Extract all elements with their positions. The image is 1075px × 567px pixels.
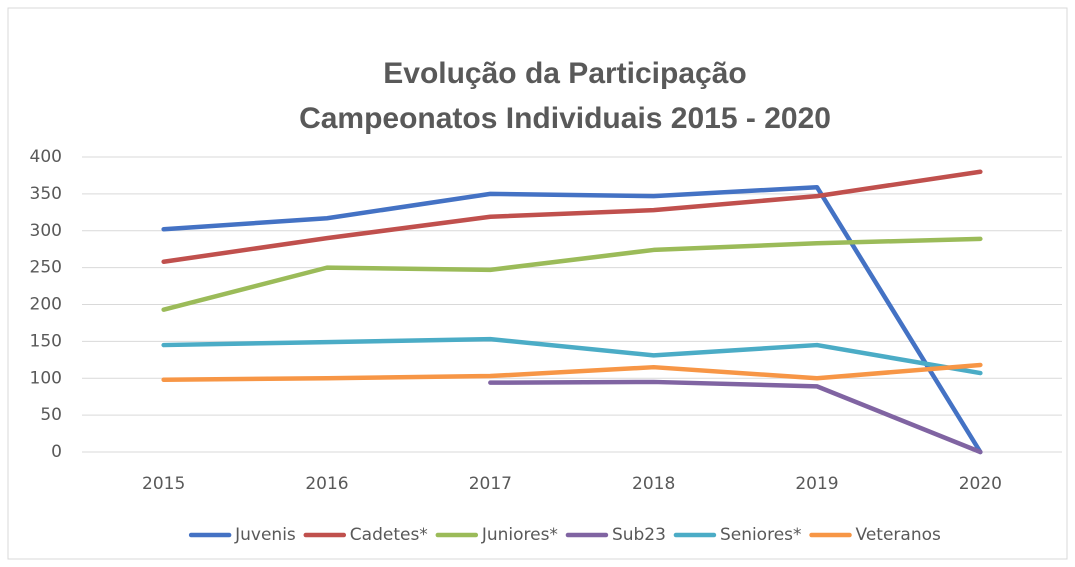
chart-title: Campeonatos Individuais 2015 - 2020 bbox=[299, 102, 831, 135]
legend-label: Juniores* bbox=[481, 525, 558, 545]
series-line bbox=[161, 169, 983, 264]
x-tick-label: 2018 bbox=[632, 474, 675, 494]
y-tick-label: 250 bbox=[30, 258, 62, 278]
y-tick-label: 400 bbox=[30, 147, 62, 167]
legend-label: Juvenis bbox=[234, 525, 296, 545]
y-tick-label: 350 bbox=[30, 184, 62, 204]
y-tick-label: 300 bbox=[30, 221, 62, 241]
x-tick-label: 2016 bbox=[305, 474, 348, 494]
y-tick-label: 50 bbox=[40, 405, 62, 425]
y-tick-label: 150 bbox=[30, 331, 62, 351]
series-line bbox=[488, 379, 983, 455]
x-tick-label: 2015 bbox=[142, 474, 185, 494]
x-tick-label: 2020 bbox=[959, 474, 1002, 494]
y-tick-label: 200 bbox=[30, 295, 62, 315]
y-tick-label: 100 bbox=[30, 368, 62, 388]
series-line bbox=[161, 362, 983, 382]
legend-label: Sub23 bbox=[612, 525, 666, 545]
series-line bbox=[161, 336, 983, 376]
legend-label: Cadetes* bbox=[350, 525, 428, 545]
y-tick-label: 0 bbox=[51, 442, 62, 462]
chart-border bbox=[7, 7, 1068, 560]
legend-label: Seniores* bbox=[720, 525, 802, 545]
legend-label: Veteranos bbox=[856, 525, 941, 545]
series-line bbox=[161, 236, 983, 312]
x-tick-label: 2017 bbox=[469, 474, 512, 494]
chart-title: Evolução da Participação bbox=[383, 57, 746, 90]
x-tick-label: 2019 bbox=[795, 474, 838, 494]
series-line bbox=[161, 184, 983, 455]
